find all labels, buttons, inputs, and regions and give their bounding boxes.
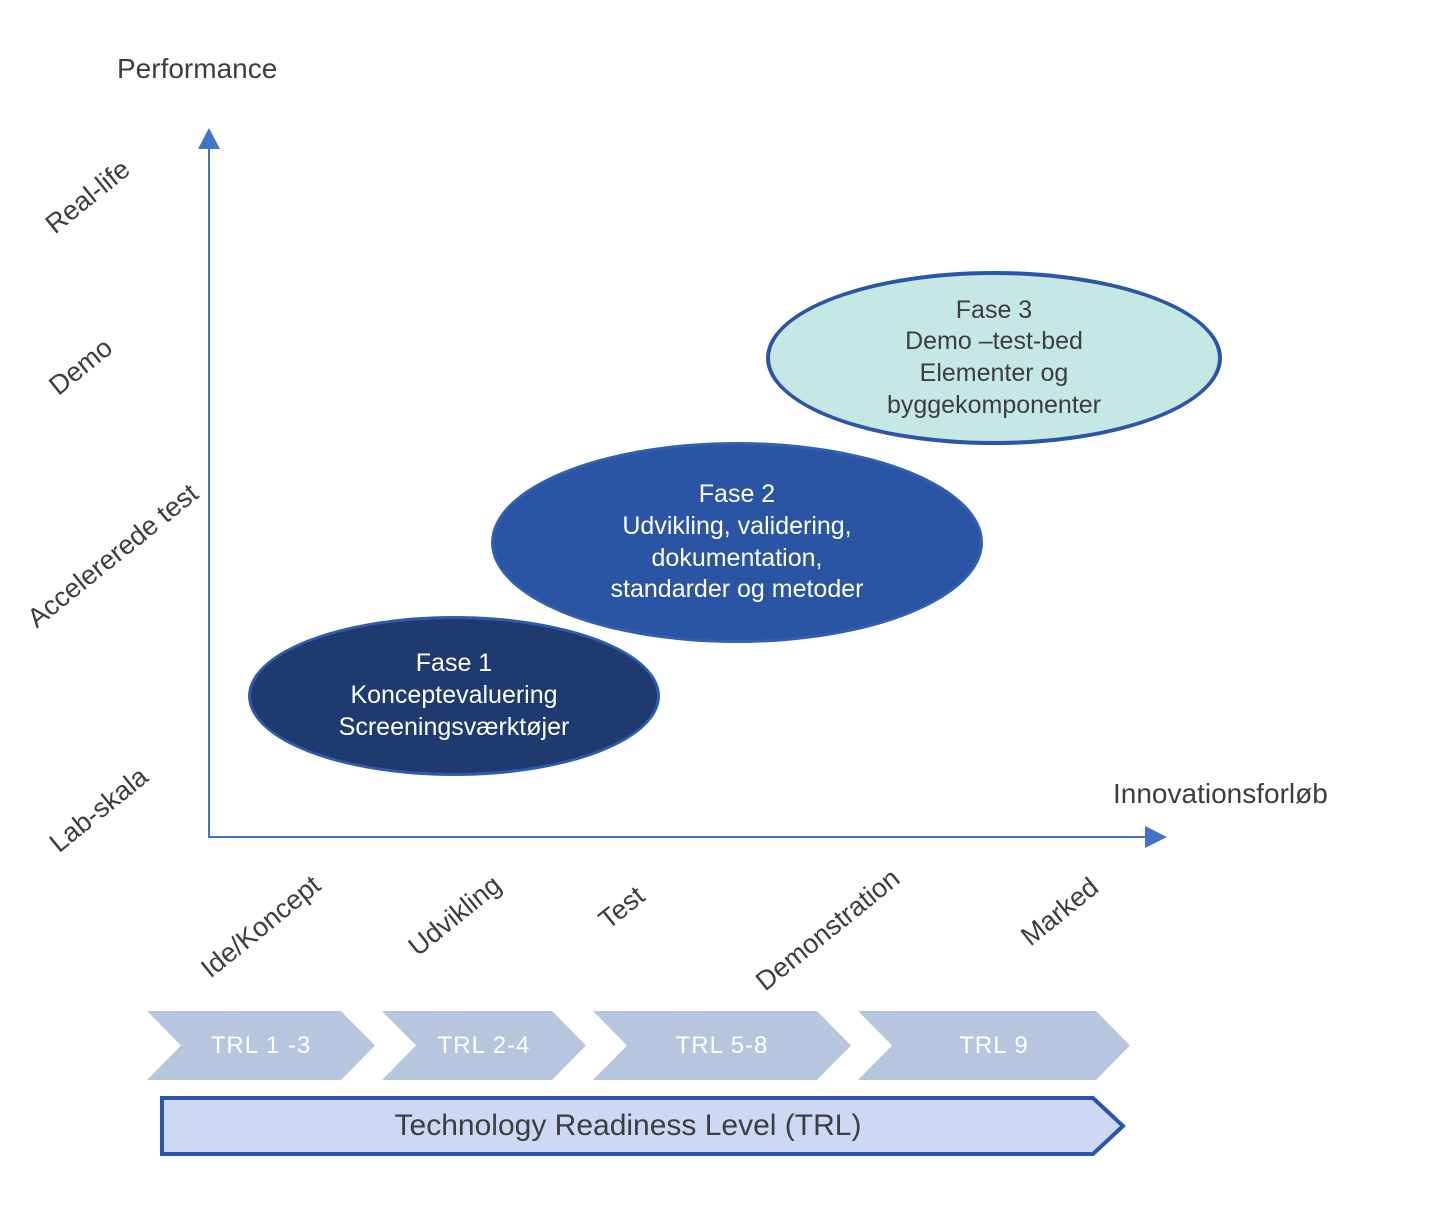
y-axis-line (208, 147, 210, 838)
phase-3-line: Demo –test-bed (905, 327, 1083, 356)
y-axis-arrowhead-icon (198, 128, 220, 149)
y-tick-lab-skala: Lab-skala (43, 761, 154, 859)
x-tick-test: Test (592, 880, 651, 935)
y-axis-title: Performance (117, 53, 278, 84)
x-axis-arrowhead-icon (1145, 826, 1167, 848)
x-axis-line (209, 836, 1147, 838)
y-tick-accelererede-test: Accelererede test (21, 477, 204, 634)
x-tick-udvikling: Udvikling (402, 869, 507, 962)
phase-3-ellipse: Fase 3 Demo –test-bed Elementer og bygge… (766, 271, 1222, 445)
phase-2-line: dokumentation, (651, 543, 823, 572)
phase-2-line: standarder og metoder (610, 575, 864, 604)
phase-3-line: byggekomponenter (886, 390, 1102, 419)
phase-1-ellipse: Fase 1 Konceptevaluering Screeningsværkt… (248, 616, 660, 776)
trl-chevron-3: TRL 5-8 (593, 1011, 851, 1080)
trl-chevron-2: TRL 2-4 (382, 1011, 586, 1080)
phase-3-line: Elementer og (919, 359, 1069, 387)
x-tick-demonstration: Demonstration (750, 862, 906, 997)
phase-2-ellipse: Fase 2 Udvikling, validering, dokumentat… (491, 442, 983, 643)
x-tick-marked: Marked (1015, 871, 1105, 952)
trl-chevron-4: TRL 9 (858, 1011, 1130, 1080)
trl-banner-label: Technology Readiness Level (TRL) (394, 1109, 862, 1142)
phase-1-title: Fase 1 (415, 649, 493, 678)
y-tick-real-life: Real-life (39, 153, 136, 240)
trl-banner-polygon (160, 1096, 1126, 1156)
phase-1-line: Screeningsværktøjer (338, 712, 570, 741)
phase-2-title: Fase 2 (698, 480, 776, 508)
phase-3-title: Fase 3 (955, 295, 1033, 324)
trl-banner-shape (160, 1096, 1126, 1156)
y-tick-demo: Demo (43, 332, 119, 401)
trl-chevron-1: TRL 1 -3 (147, 1011, 375, 1080)
phase-1-line: Konceptevaluering (350, 681, 558, 710)
phase-2-line: Udvikling, validering, (622, 511, 852, 540)
x-axis-title: Innovationsforløb (1113, 778, 1328, 809)
x-tick-ide-koncept: Ide/Koncept (195, 869, 327, 984)
